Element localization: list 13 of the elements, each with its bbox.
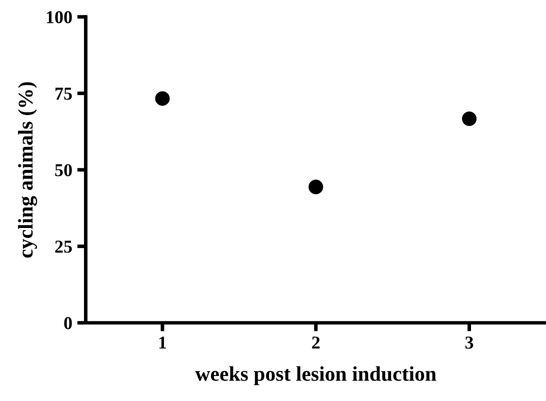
x-tick-label: 2 (312, 336, 320, 349)
y-axis-title: cycling animals (%) (18, 82, 38, 258)
point (308, 180, 324, 194)
x-tick-label: 1 (159, 336, 166, 349)
x-tick-label: 3 (465, 336, 474, 349)
point (462, 111, 477, 126)
y-tick-label: 100 (46, 11, 72, 24)
y-tick-label: 25 (55, 240, 72, 253)
point (155, 91, 170, 106)
y-tick-label: 50 (55, 164, 72, 176)
y-tick-label: 75 (56, 88, 72, 100)
x-axis-title: weeks post lesion induction (195, 366, 436, 386)
y-tick-label: 0 (64, 317, 72, 330)
